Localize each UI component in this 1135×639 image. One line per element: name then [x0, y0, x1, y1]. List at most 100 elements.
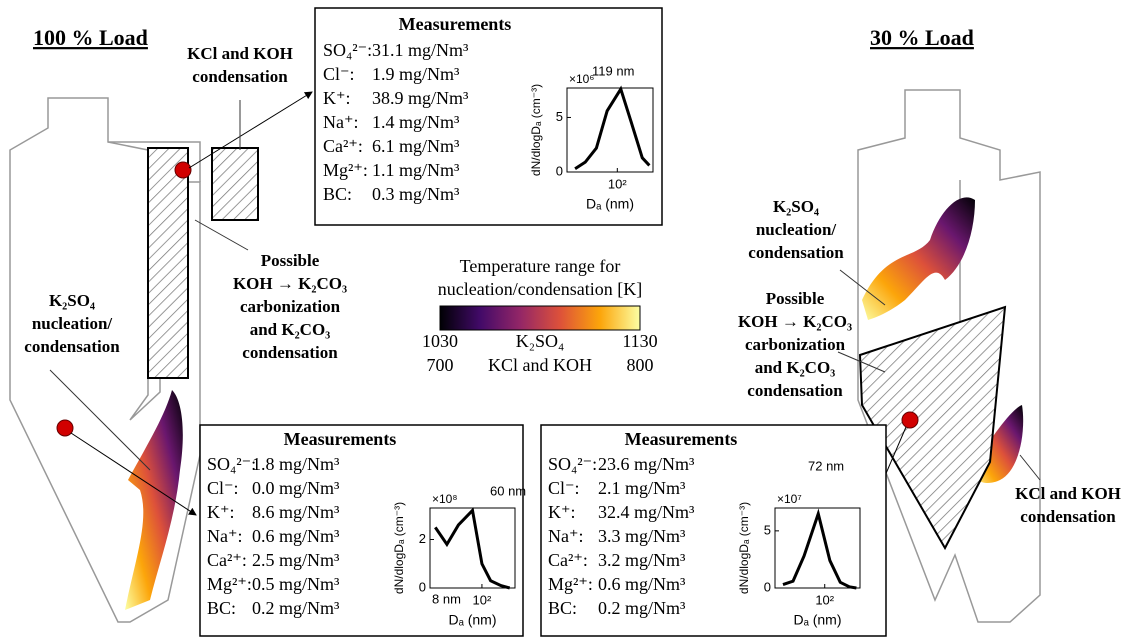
left-hatch-big: [147, 147, 189, 379]
annotation: K₂SO₄: [773, 197, 819, 216]
concentration: 0.6 mg/Nm³: [598, 574, 686, 594]
annotation: condensation: [24, 337, 120, 356]
y-axis-label: dN/dlogDₐ (cm⁻³): [392, 502, 406, 594]
species: BC:: [323, 184, 352, 204]
species: Cl⁻:: [548, 478, 580, 498]
concentration: 2.5 mg/Nm³: [252, 550, 340, 570]
y-tick-label: 0: [419, 579, 426, 594]
y-tick-label: 0: [556, 163, 563, 178]
colorbar-min: 700: [427, 355, 454, 375]
annotation: K₂SO₄: [49, 291, 95, 310]
concentration: 1.9 mg/Nm³: [372, 64, 460, 84]
measurement-box: [540, 424, 887, 637]
left-title: 100 % Load: [33, 25, 148, 50]
annotation: and K₂CO₃: [755, 358, 836, 377]
species: BC:: [207, 598, 236, 618]
y-tick-label: 0: [764, 579, 771, 594]
sample-point: [901, 411, 919, 429]
multiplier: ×10⁷: [777, 492, 802, 506]
y-tick-label: 2: [419, 531, 426, 546]
species: Mg²⁺:: [207, 574, 252, 594]
species: Na⁺:: [548, 526, 584, 546]
concentration: 31.1 mg/Nm³: [372, 40, 469, 60]
size-distribution: [782, 508, 857, 590]
concentration: 1.1 mg/Nm³: [372, 160, 460, 180]
species: BC:: [548, 598, 577, 618]
annotation: Possible: [261, 251, 320, 270]
annotation: and K₂CO₃: [250, 320, 331, 339]
box-title: Measurements: [399, 14, 512, 34]
concentration: 0.6 mg/Nm³: [252, 526, 340, 546]
concentration: 0.2 mg/Nm³: [252, 598, 340, 618]
size-distribution: [574, 85, 651, 170]
annotation: KCl and KOH: [1015, 484, 1121, 503]
left-plume: [125, 390, 183, 610]
concentration: 3.2 mg/Nm³: [598, 550, 686, 570]
species: Cl⁻:: [323, 64, 355, 84]
leader: [837, 351, 886, 373]
species: Mg²⁺:: [323, 160, 368, 180]
sample-point: [56, 419, 74, 437]
arrow: [70, 432, 197, 516]
annotation: KOH → K₂CO₃: [738, 312, 852, 331]
y-axis-label: dN/dlogDₐ (cm⁻³): [737, 502, 751, 594]
species: Ca²⁺:: [323, 136, 363, 156]
annotation: condensation: [192, 67, 288, 86]
concentration: 8.6 mg/Nm³: [252, 502, 340, 522]
box-title: Measurements: [625, 429, 738, 449]
sample-point: [174, 161, 192, 179]
annotation: condensation: [242, 343, 338, 362]
concentration: 38.9 mg/Nm³: [372, 88, 469, 108]
multiplier: ×10⁸: [432, 492, 457, 506]
plot-frame: [429, 507, 516, 589]
y-axis-label: dN/dlogDₐ (cm⁻³): [529, 84, 543, 176]
species: Ca²⁺:: [207, 550, 247, 570]
species: Ca²⁺:: [548, 550, 588, 570]
annotation: Possible: [766, 289, 825, 308]
right-hatch: [858, 305, 1007, 551]
annotation: condensation: [747, 381, 843, 400]
species: K⁺:: [207, 502, 235, 522]
x-axis-label: Dₐ (nm): [586, 196, 634, 212]
colorbar-label: KCl and KOH: [488, 355, 592, 375]
annotation: nucleation/: [756, 220, 837, 239]
leader: [839, 269, 886, 306]
peak-label: 8 nm: [432, 591, 461, 606]
species: Na⁺:: [323, 112, 359, 132]
multiplier: ×10⁶: [569, 72, 594, 86]
y-tick-label: 5: [556, 109, 563, 124]
concentration: 23.6 mg/Nm³: [598, 454, 695, 474]
concentration: 0.5 mg/Nm³: [252, 574, 340, 594]
colorbar: [439, 305, 641, 331]
generated: KCl and KOH condensation Possible KOH → K₂C…: [24, 7, 1121, 637]
concentration: 6.1 mg/Nm³: [372, 136, 460, 156]
leader: [194, 219, 249, 251]
concentration: 1.4 mg/Nm³: [372, 112, 460, 132]
right-title: 30 % Load: [870, 25, 974, 50]
concentration: 32.4 mg/Nm³: [598, 502, 695, 522]
box-title: Measurements: [284, 429, 397, 449]
species: Na⁺:: [207, 526, 243, 546]
concentration: 2.1 mg/Nm³: [598, 478, 686, 498]
colorbar-min: 1030: [422, 331, 458, 351]
plot-frame: [774, 507, 861, 589]
y-tick-label: 5: [764, 522, 771, 537]
x-tick-label: 10²: [815, 592, 834, 607]
concentration: 3.3 mg/Nm³: [598, 526, 686, 546]
annotation: nucleation/: [32, 314, 113, 333]
x-axis-label: Dₐ (nm): [794, 612, 842, 628]
annotation: KCl and KOH: [187, 44, 293, 63]
colorbar-max: 800: [627, 355, 654, 375]
measurement-box: [199, 424, 524, 637]
annotation: condensation: [1020, 507, 1116, 526]
left-hatch-small: [211, 147, 259, 221]
colorbar-label: K₂SO₄: [516, 331, 565, 351]
peak-label: 119 nm: [592, 63, 634, 78]
size-distribution: [434, 507, 511, 590]
leader: [49, 369, 151, 471]
annotation: KOH → K₂CO₃: [233, 274, 347, 293]
species: SO₄²⁻:: [323, 40, 372, 60]
species: Mg²⁺:: [548, 574, 593, 594]
left-boiler: [9, 97, 201, 623]
